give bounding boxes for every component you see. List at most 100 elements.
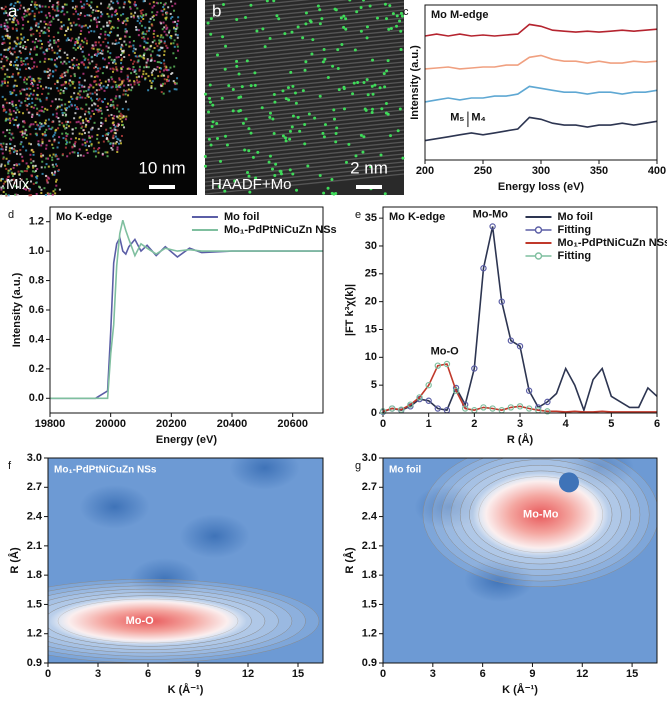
pixel [24, 57, 27, 60]
pixel [54, 153, 57, 156]
pixel [25, 104, 28, 107]
pixel [143, 46, 146, 49]
pixel [13, 145, 16, 148]
pixel [6, 34, 9, 37]
mo-atom [249, 84, 253, 88]
pixel [29, 133, 32, 136]
pixel [24, 63, 27, 66]
pixel [79, 96, 82, 99]
pixel [57, 157, 60, 160]
pixel [51, 121, 54, 124]
pixel [38, 4, 41, 7]
pixel [100, 27, 103, 30]
pixel [130, 15, 133, 18]
lattice [204, 125, 405, 147]
lattice [204, 0, 272, 7]
pixel [24, 100, 27, 103]
pixel [100, 2, 103, 5]
pixel [91, 110, 94, 113]
pixel [163, 62, 166, 65]
pixel [70, 95, 73, 98]
mo-atom [286, 86, 290, 90]
legend-marker [534, 226, 543, 234]
pixel [48, 177, 51, 180]
pixel [84, 37, 87, 40]
pixel [81, 108, 84, 111]
pixel [152, 14, 155, 17]
pixel [60, 25, 63, 28]
pixel [47, 92, 50, 95]
mo-atom [206, 21, 210, 25]
mo-atom [225, 143, 229, 147]
x-tick-label: 2 [471, 418, 477, 430]
pixel [30, 58, 33, 61]
pixel [66, 107, 69, 110]
mo-atom [382, 72, 386, 76]
mo-atom [241, 121, 245, 125]
pixel [82, 72, 85, 75]
mo-atom [307, 112, 311, 116]
pixel [110, 76, 113, 79]
mo-atom [203, 155, 207, 159]
pixel [159, 1, 162, 4]
pixel [36, 123, 39, 126]
pixel [144, 26, 147, 29]
pixel [109, 20, 112, 23]
pixel [40, 46, 43, 49]
pixel [153, 59, 156, 62]
lattice [204, 121, 405, 143]
pixel [87, 58, 90, 61]
pixel [110, 6, 113, 9]
y-tick-label: 2.4 [362, 510, 378, 522]
mo-atom [347, 142, 351, 146]
pixel [110, 58, 113, 61]
fit-marker [416, 394, 423, 401]
pixel [10, 2, 13, 5]
pixel [73, 44, 76, 47]
pixel [12, 136, 15, 139]
pixel [38, 144, 41, 147]
pixel [115, 84, 118, 87]
pixel [94, 103, 97, 106]
pixel [63, 60, 66, 63]
x-tick-label: 20600 [277, 418, 308, 430]
pixel [38, 34, 41, 37]
pixel [107, 41, 110, 44]
pixel [25, 188, 28, 191]
pixel [106, 133, 109, 136]
pixel [57, 55, 60, 58]
pixel [139, 9, 142, 12]
pixel [53, 42, 56, 45]
pixel [1, 57, 4, 60]
pixel [44, 57, 47, 60]
pixel [100, 11, 103, 14]
pixel [12, 110, 15, 113]
pixel [35, 38, 38, 41]
pixel [138, 69, 141, 72]
pixel [72, 80, 75, 83]
pixel [149, 45, 152, 48]
pixel [104, 151, 107, 154]
mo-atom [359, 29, 363, 33]
pixel [43, 26, 46, 29]
mo-atom [373, 83, 377, 87]
pixel [28, 189, 31, 192]
pixel [116, 69, 119, 72]
pixel [98, 83, 101, 86]
pixel [15, 56, 18, 59]
pixel [109, 67, 112, 70]
pixel [110, 104, 113, 107]
pixel [20, 33, 23, 36]
pixel [38, 80, 41, 83]
pixel [111, 85, 114, 88]
mo-atom [380, 107, 384, 111]
x-tick-label: 20000 [95, 418, 126, 430]
pixel [129, 45, 132, 48]
pixel [172, 21, 175, 24]
mo-atom [209, 32, 213, 36]
pixel [170, 0, 173, 3]
pixel [135, 28, 138, 31]
pixel [82, 62, 85, 65]
pixel [171, 15, 174, 18]
pixel [127, 88, 130, 91]
